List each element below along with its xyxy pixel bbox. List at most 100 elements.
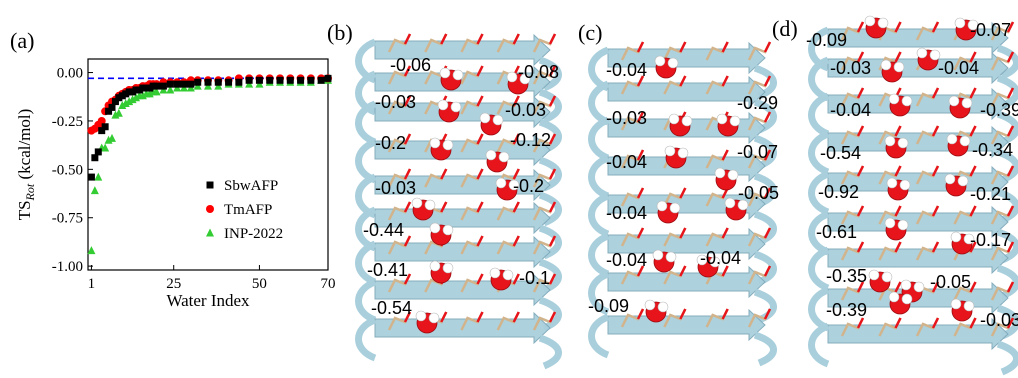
side-chain-oxygen: [636, 227, 645, 239]
energy-value-label: -0.04: [606, 60, 648, 80]
data-point-square: [111, 98, 119, 106]
data-point-square: [187, 80, 195, 88]
beta-helix-d: [808, 15, 1018, 376]
data-point-square: [255, 76, 263, 84]
side-chain-oxygen: [679, 41, 687, 53]
side-chain-oxygen: [721, 265, 729, 277]
loop: [355, 100, 377, 146]
loop: [588, 154, 610, 200]
side-chain-oxygen: [440, 33, 448, 45]
panel-label-a: (a): [10, 28, 35, 53]
side-chain-oxygen: [636, 75, 645, 87]
water-molecule: [415, 310, 440, 334]
loop: [996, 188, 1018, 224]
legend-marker: [206, 205, 214, 213]
energy-value-label: -0.35: [826, 266, 868, 286]
side-chain-oxygen: [763, 111, 772, 123]
side-chain-oxygen: [1006, 125, 1015, 137]
side-chain-oxygen: [1006, 317, 1015, 329]
water-molecule: [716, 113, 741, 137]
data-point-triangle: [87, 246, 96, 255]
side-chain-oxygen: [403, 65, 412, 77]
side-chain-oxygen: [679, 187, 687, 199]
loop: [753, 331, 777, 367]
loop: [996, 340, 1018, 376]
water-molecule: [654, 55, 679, 79]
data-point-triangle: [152, 87, 161, 96]
side-chain-oxygen: [969, 87, 977, 99]
loop: [355, 240, 377, 286]
loop: [355, 278, 377, 324]
side-chain-oxygen: [512, 201, 520, 213]
side-chain-oxygen: [931, 281, 940, 293]
y-tick-label: -1.00: [52, 259, 83, 275]
side-chain-oxygen: [440, 201, 448, 213]
energy-value-label: -0.04: [606, 203, 648, 223]
data-point-circle: [97, 116, 106, 125]
water-molecule: [644, 299, 669, 323]
side-chain-oxygen: [1006, 87, 1015, 99]
loop: [808, 322, 830, 368]
legend-label: TmAFP: [224, 202, 272, 218]
side-chain-oxygen: [512, 311, 520, 323]
side-chain-oxygen: [1006, 21, 1015, 33]
side-chain-oxygen: [679, 75, 687, 87]
water-molecule: [884, 135, 909, 159]
loop: [753, 210, 777, 246]
side-chain-oxygen: [679, 308, 687, 320]
energy-value-label: -0.03: [505, 100, 547, 120]
side-chain-oxygen: [931, 241, 940, 253]
energy-value-label: -0.54: [371, 298, 413, 318]
water-molecule: [495, 177, 520, 201]
energy-value-label: -0.17: [970, 230, 1012, 250]
side-chain-oxygen: [1006, 51, 1015, 63]
side-chain-oxygen: [476, 133, 484, 145]
side-chain-oxygen: [403, 311, 412, 323]
water-molecule: [411, 197, 436, 221]
side-chain-oxygen: [856, 205, 865, 217]
side-chain-oxygen: [931, 205, 940, 217]
beta-strand-arrow: [607, 265, 766, 299]
energy-value-label: -0.61: [816, 222, 858, 242]
side-chain-oxygen: [931, 87, 940, 99]
side-chain-oxygen: [512, 168, 520, 180]
water-molecule: [489, 267, 514, 291]
water-molecule: [864, 15, 889, 39]
legend-marker: [206, 181, 214, 189]
side-chain-oxygen: [403, 273, 412, 285]
side-chain-oxygen: [1006, 281, 1015, 293]
side-chain-oxygen: [636, 308, 645, 320]
energy-value-label: -0.05: [930, 272, 972, 292]
structure-panel-d: -0.09 -0.07 -0.03 -0.04 -0.04 -0.39 -0.54 -0.34…: [780, 0, 1018, 378]
side-chain-oxygen: [856, 281, 865, 293]
side-chain-oxygen: [403, 33, 412, 45]
side-chain-oxygen: [403, 235, 412, 247]
energy-value-label: -0.06: [390, 55, 432, 75]
loop: [588, 192, 610, 238]
panel-label-d: (d): [772, 16, 798, 41]
loop: [808, 246, 830, 292]
side-chain-oxygen: [931, 165, 940, 177]
side-chain-oxygen: [894, 125, 902, 137]
data-point-square: [153, 82, 161, 90]
water-molecule: [668, 113, 693, 137]
side-chain-oxygen: [721, 41, 729, 53]
water-molecule: [948, 95, 973, 119]
side-chain-oxygen: [894, 241, 902, 253]
energy-value-label: -0.09: [806, 30, 848, 50]
loop: [538, 191, 562, 227]
energy-value-label: -0.03: [606, 108, 648, 128]
x-tick-label: 25: [166, 276, 181, 292]
data-point-square: [324, 74, 332, 82]
side-chain-oxygen: [721, 75, 729, 87]
x-axis-label: Water Index: [166, 291, 250, 310]
energy-value-label: -0.04: [606, 250, 648, 270]
data-point-square: [101, 123, 109, 131]
data-point-triangle: [108, 133, 116, 142]
side-chain-oxygen: [856, 125, 865, 137]
data-point-square: [173, 80, 181, 88]
beta-strand-arrow: [607, 308, 766, 342]
data-point-square: [108, 103, 116, 111]
side-chain-oxygen: [856, 21, 865, 33]
side-chain-oxygen: [894, 281, 902, 293]
